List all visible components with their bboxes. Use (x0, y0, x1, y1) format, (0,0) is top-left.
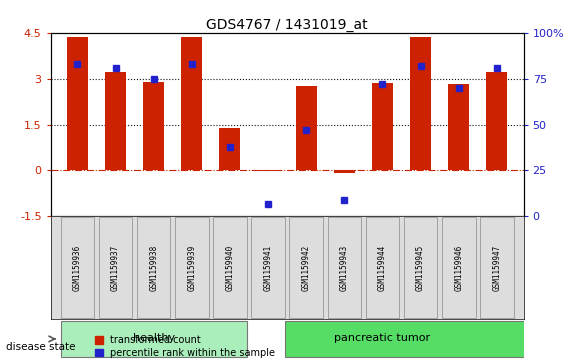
Bar (448, 84, 469, 171)
FancyBboxPatch shape (404, 217, 437, 318)
Text: GSM1159942: GSM1159942 (302, 244, 311, 291)
FancyBboxPatch shape (442, 217, 476, 318)
Text: GSM1159944: GSM1159944 (378, 244, 387, 291)
FancyBboxPatch shape (61, 321, 247, 357)
Text: GSM1159945: GSM1159945 (416, 244, 425, 291)
Bar (67, 37, 88, 171)
Bar (334, 171, 355, 173)
Text: GSM1159939: GSM1159939 (187, 244, 196, 291)
Text: GSM1159943: GSM1159943 (340, 244, 349, 291)
Text: GSM1159940: GSM1159940 (225, 244, 234, 291)
Bar (410, 37, 431, 171)
Text: GSM1159937: GSM1159937 (111, 244, 120, 291)
FancyBboxPatch shape (480, 217, 513, 318)
Text: pancreatic tumor: pancreatic tumor (334, 333, 431, 343)
FancyBboxPatch shape (328, 217, 361, 318)
FancyBboxPatch shape (99, 217, 132, 318)
Legend: transformed count, percentile rank within the sample: transformed count, percentile rank withi… (95, 335, 275, 358)
Text: GSM1159938: GSM1159938 (149, 244, 158, 291)
Bar (181, 37, 202, 171)
Text: GSM1159946: GSM1159946 (454, 244, 463, 291)
FancyBboxPatch shape (137, 217, 171, 318)
FancyBboxPatch shape (251, 217, 285, 318)
Bar (486, 73, 507, 171)
FancyBboxPatch shape (366, 217, 399, 318)
FancyBboxPatch shape (289, 217, 323, 318)
Text: GSM1159936: GSM1159936 (73, 244, 82, 291)
FancyBboxPatch shape (175, 217, 208, 318)
FancyBboxPatch shape (285, 321, 535, 357)
Text: healthy: healthy (132, 333, 175, 343)
Text: GSM1159941: GSM1159941 (263, 244, 272, 291)
Bar (220, 128, 240, 171)
Bar (105, 73, 126, 171)
FancyBboxPatch shape (61, 217, 94, 318)
Bar (296, 86, 317, 171)
Bar (372, 83, 393, 171)
FancyBboxPatch shape (213, 217, 247, 318)
Text: disease state: disease state (6, 342, 75, 352)
Text: GSM1159947: GSM1159947 (493, 244, 502, 291)
Bar (143, 82, 164, 171)
Title: GDS4767 / 1431019_at: GDS4767 / 1431019_at (206, 18, 368, 32)
